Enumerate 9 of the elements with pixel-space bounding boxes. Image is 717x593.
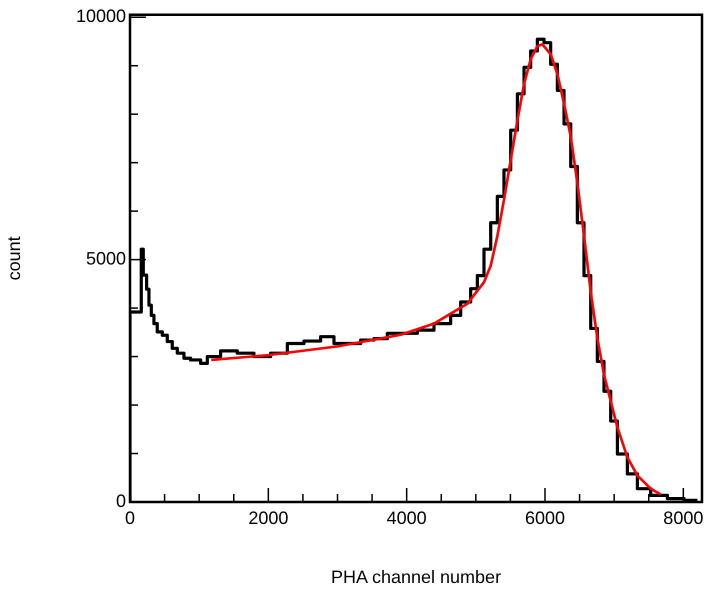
x-tick-label: 2000 bbox=[248, 508, 288, 528]
x-tick-label: 8000 bbox=[663, 508, 704, 528]
y-axis-title: count bbox=[4, 236, 24, 280]
x-axis-title: PHA channel number bbox=[330, 567, 502, 588]
y-tick-label: 10000 bbox=[76, 6, 126, 26]
x-tick-label: 6000 bbox=[524, 508, 566, 528]
y-tick-label: 5000 bbox=[86, 248, 126, 269]
x-tick-label: 4000 bbox=[386, 508, 427, 528]
y-tick-label: 0 bbox=[116, 490, 126, 511]
